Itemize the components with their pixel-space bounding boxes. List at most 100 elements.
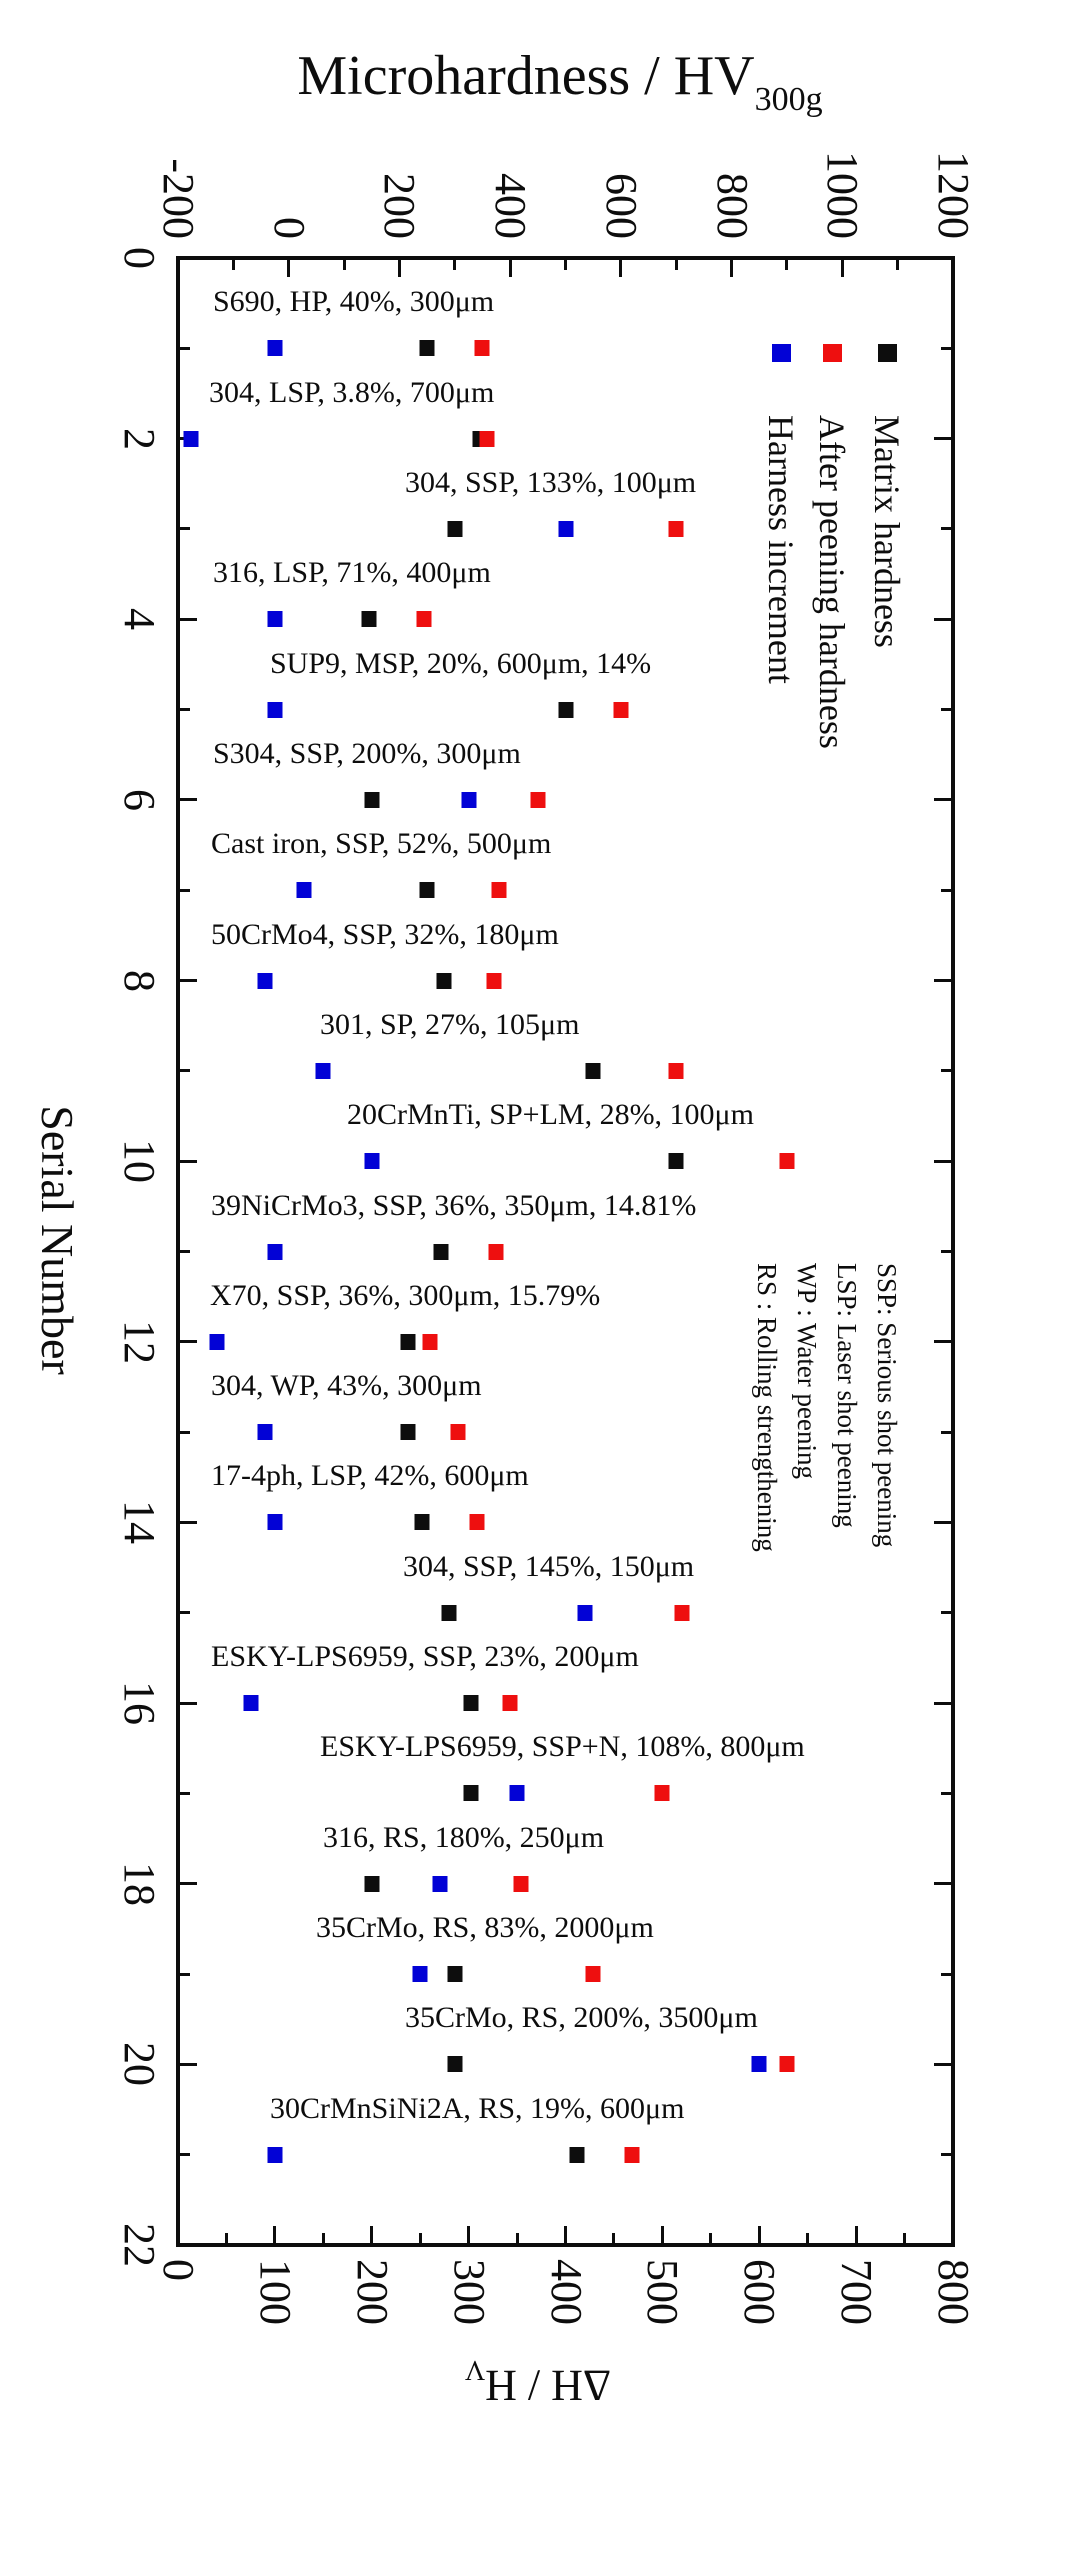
marker-matrix-hardness <box>463 1695 479 1712</box>
marker-after-peening-hardness <box>585 1966 601 1983</box>
marker-matrix-hardness <box>441 1604 457 1621</box>
bottom-axis-tick-label: 800 <box>929 2259 978 2325</box>
bottom-axis-tick <box>515 2233 519 2243</box>
serial-axis-tick-label: 6 <box>115 788 164 811</box>
bottom-axis-tick <box>564 2226 567 2243</box>
marker-matrix-hardness <box>668 1153 684 1170</box>
delta-h-axis-title-text: ΔH / H <box>485 2361 612 2410</box>
serial-axis-tick-label: 22 <box>115 2223 164 2267</box>
marker-matrix-hardness <box>419 340 435 357</box>
marker-harness-increment <box>267 611 283 628</box>
marker-matrix-hardness <box>364 1875 380 1892</box>
row-annotation: S304, SSP, 200%, 300μm <box>213 736 521 770</box>
marker-harness-increment <box>267 701 283 718</box>
marker-after-peening-hardness <box>624 2146 640 2163</box>
serial-axis-tick-left <box>180 798 197 802</box>
serial-axis-tick-right <box>934 437 951 441</box>
top-axis-tick <box>231 260 235 270</box>
chart-title-subscript: 300g <box>754 81 823 118</box>
bottom-axis-tick <box>660 2226 664 2243</box>
top-axis-tick <box>730 260 734 277</box>
top-axis-tick <box>508 260 512 277</box>
row-annotation: 301, SP, 27%, 105μm <box>320 1007 580 1041</box>
legend-swatch-matrix <box>877 344 897 362</box>
serial-axis-tick-left <box>180 1069 190 1073</box>
marker-after-peening-hardness <box>479 430 495 447</box>
bottom-axis-tick <box>757 2226 761 2243</box>
bottom-axis-tick-label: 300 <box>444 2259 494 2325</box>
serial-axis-tick-right <box>934 1882 951 1886</box>
top-axis-tick <box>176 260 180 277</box>
row-annotation: X70, SSP, 36%, 300μm, 15.79% <box>210 1278 601 1312</box>
serial-axis-tick-label: 2 <box>115 427 164 450</box>
marker-harness-increment <box>243 1695 259 1712</box>
serial-axis-tick-right <box>941 1611 951 1615</box>
plot-frame <box>176 256 955 2247</box>
top-axis-tick-label: 0 <box>264 217 314 239</box>
marker-after-peening-hardness <box>613 701 629 718</box>
marker-matrix-hardness <box>436 972 452 989</box>
marker-after-peening-hardness <box>779 1153 795 1170</box>
serial-axis-tick-right <box>934 798 951 802</box>
serial-axis-tick-right <box>934 979 951 983</box>
marker-harness-increment <box>509 1785 525 1802</box>
bottom-axis-tick-label: 100 <box>250 2259 300 2325</box>
top-axis-tick <box>564 260 567 270</box>
serial-axis-tick-right <box>941 1069 951 1073</box>
marker-after-peening-hardness <box>668 1062 684 1079</box>
legend-label-increment: Harness increment <box>761 415 801 684</box>
marker-after-peening-hardness <box>491 882 507 899</box>
serial-axis-tick-right <box>941 346 951 350</box>
marker-after-peening-hardness <box>486 972 502 989</box>
legend-swatch-increment <box>771 344 791 362</box>
top-axis-tick-label: 400 <box>486 173 536 239</box>
serial-axis-tick-left <box>180 2243 197 2247</box>
serial-axis-tick-left <box>180 2153 190 2157</box>
row-annotation: 35CrMo, RS, 200%, 3500μm <box>405 2001 758 2035</box>
marker-harness-increment <box>267 1514 283 1531</box>
serial-axis-tick-left <box>180 708 190 712</box>
top-axis-tick <box>840 260 844 277</box>
marker-matrix-hardness <box>585 1062 601 1079</box>
top-axis-tick <box>785 260 789 270</box>
row-annotation: Cast iron, SSP, 52%, 500μm <box>211 827 552 861</box>
serial-axis-tick-right <box>941 2153 951 2157</box>
marker-after-peening-hardness <box>469 1514 485 1531</box>
marker-harness-increment <box>267 1243 283 1260</box>
marker-matrix-hardness <box>558 701 573 718</box>
marker-matrix-hardness <box>400 1333 416 1350</box>
top-axis-tick <box>619 260 623 277</box>
legend-label-after: After peening hardness <box>812 415 852 749</box>
serial-axis-tick-left <box>180 1701 197 1705</box>
top-axis-tick <box>674 260 678 270</box>
serial-axis-tick-left <box>180 979 197 983</box>
bottom-axis-tick-label: 400 <box>541 2259 591 2325</box>
serial-axis-tick-label: 14 <box>115 1500 164 1545</box>
serial-axis-tick-right <box>934 1340 951 1344</box>
chart-title: Microhardness / HV300g <box>297 44 822 119</box>
serial-axis-tick-right <box>934 2062 951 2066</box>
serial-axis-tick-left <box>180 888 190 892</box>
serial-axis-tick-label: 0 <box>115 247 164 269</box>
bottom-axis-tick-label: 600 <box>735 2259 785 2325</box>
bottom-axis-tick <box>321 2233 325 2243</box>
marker-harness-increment <box>267 2146 283 2163</box>
bottom-axis-tick <box>418 2233 422 2243</box>
marker-after-peening-hardness <box>416 611 432 628</box>
bottom-axis-tick <box>709 2233 713 2243</box>
row-annotation: 304, WP, 43%, 300μm <box>211 1369 482 1403</box>
bottom-axis-tick <box>903 2233 907 2243</box>
top-axis-tick <box>342 260 346 270</box>
bottom-axis-tick-label: 700 <box>832 2259 882 2325</box>
chart-title-text: Microhardness / HV <box>297 45 755 107</box>
serial-axis-tick-right <box>934 2243 951 2247</box>
serial-axis-tick-left <box>180 346 190 350</box>
serial-axis-tick-label: 16 <box>115 1681 164 1726</box>
marker-harness-increment <box>296 882 312 899</box>
row-annotation: 50CrMo4, SSP, 32%, 180μm <box>211 917 559 951</box>
row-annotation: 35CrMo, RS, 83%, 2000μm <box>316 1911 654 1945</box>
marker-harness-increment <box>364 1153 380 1170</box>
serial-axis-title: Serial Number <box>32 1105 83 1375</box>
marker-after-peening-hardness <box>513 1875 529 1892</box>
serial-axis-tick-label: 4 <box>115 608 164 631</box>
